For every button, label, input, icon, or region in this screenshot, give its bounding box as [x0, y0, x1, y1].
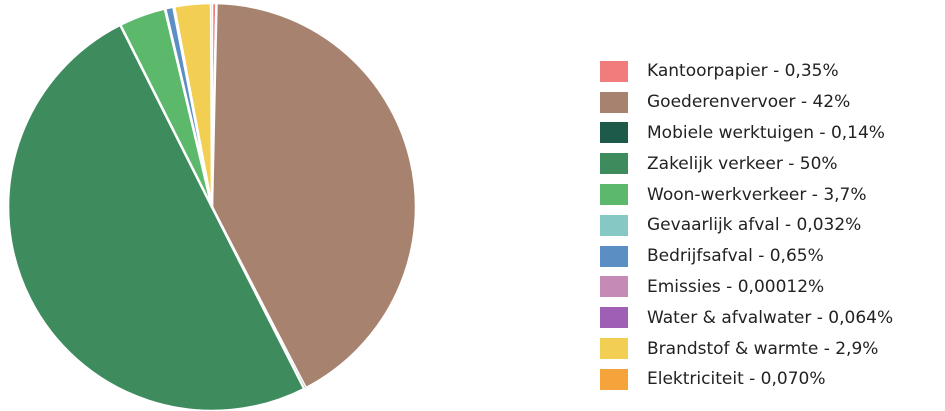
legend-item-7: Emissies - 0,00012% [600, 272, 945, 303]
legend-swatch-3 [600, 153, 628, 175]
legend-label-3: Zakelijk verkeer - 50% [647, 153, 838, 174]
legend-item-5: Gevaarlijk afval - 0,032% [600, 210, 945, 241]
legend-item-3: Zakelijk verkeer - 50% [600, 148, 945, 179]
legend-item-10: Elektriciteit - 0,070% [600, 364, 945, 395]
legend-item-2: Mobiele werktuigen - 0,14% [600, 118, 945, 149]
legend-label-10: Elektriciteit - 0,070% [647, 369, 826, 390]
legend-item-9: Brandstof & warmte - 2,9% [600, 333, 945, 364]
pie-plot-area [6, 1, 418, 411]
legend-item-1: Goederenvervoer - 42% [600, 87, 945, 118]
legend-item-4: Woon-werkverkeer - 3,7% [600, 179, 945, 210]
legend-label-9: Brandstof & warmte - 2,9% [647, 338, 879, 359]
pie-slice-10 [210, 2, 213, 208]
legend-label-0: Kantoorpapier - 0,35% [647, 61, 839, 82]
legend-swatch-2 [600, 122, 628, 144]
legend-label-6: Bedrijfsafval - 0,65% [647, 246, 824, 267]
legend-label-7: Emissies - 0,00012% [647, 276, 825, 297]
legend-item-0: Kantoorpapier - 0,35% [600, 56, 945, 87]
legend-swatch-5 [600, 214, 628, 236]
legend-label-2: Mobiele werktuigen - 0,14% [647, 122, 885, 143]
pie-slice-1 [210, 1, 418, 390]
legend-swatch-9 [600, 338, 628, 360]
legend-label-8: Water & afvalwater - 0,064% [647, 307, 894, 328]
legend-swatch-4 [600, 184, 628, 206]
legend-swatch-10 [600, 368, 628, 390]
legend-swatch-0 [600, 60, 628, 82]
legend-label-5: Gevaarlijk afval - 0,032% [647, 215, 862, 236]
legend-label-1: Goederenvervoer - 42% [647, 92, 851, 113]
legend-label-4: Woon-werkverkeer - 3,7% [647, 184, 867, 205]
legend-swatch-7 [600, 276, 628, 298]
legend-swatch-8 [600, 307, 628, 329]
legend: Kantoorpapier - 0,35% Goederenvervoer - 4… [600, 56, 945, 395]
legend-swatch-6 [600, 245, 628, 267]
legend-item-8: Water & afvalwater - 0,064% [600, 302, 945, 333]
legend-swatch-1 [600, 91, 628, 113]
legend-item-6: Bedrijfsafval - 0,65% [600, 241, 945, 272]
